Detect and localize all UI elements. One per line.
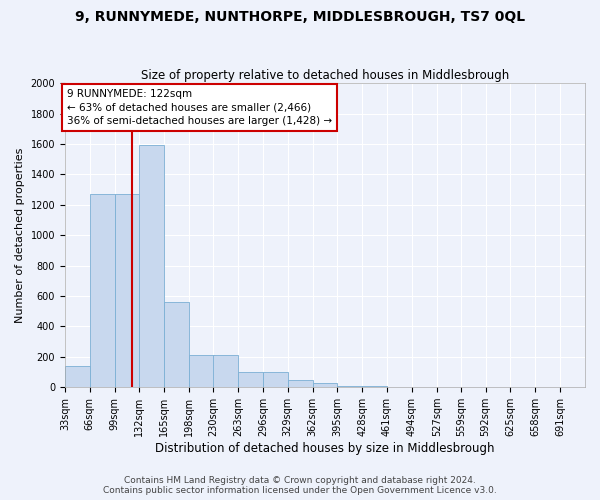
Text: 9 RUNNYMEDE: 122sqm
← 63% of detached houses are smaller (2,466)
36% of semi-det: 9 RUNNYMEDE: 122sqm ← 63% of detached ho… xyxy=(67,89,332,126)
Title: Size of property relative to detached houses in Middlesbrough: Size of property relative to detached ho… xyxy=(141,69,509,82)
Bar xyxy=(115,194,139,387)
Bar xyxy=(337,386,362,387)
Y-axis label: Number of detached properties: Number of detached properties xyxy=(15,148,25,323)
Bar xyxy=(287,380,313,387)
X-axis label: Distribution of detached houses by size in Middlesbrough: Distribution of detached houses by size … xyxy=(155,442,495,455)
Bar xyxy=(263,372,287,387)
Bar xyxy=(189,354,214,387)
Bar xyxy=(362,386,387,387)
Bar xyxy=(213,354,238,387)
Bar xyxy=(313,384,337,387)
Bar xyxy=(90,194,115,387)
Bar xyxy=(238,372,263,387)
Text: 9, RUNNYMEDE, NUNTHORPE, MIDDLESBROUGH, TS7 0QL: 9, RUNNYMEDE, NUNTHORPE, MIDDLESBROUGH, … xyxy=(75,10,525,24)
Text: Contains HM Land Registry data © Crown copyright and database right 2024.
Contai: Contains HM Land Registry data © Crown c… xyxy=(103,476,497,495)
Bar xyxy=(139,146,164,387)
Bar xyxy=(164,302,189,387)
Bar xyxy=(65,366,90,387)
